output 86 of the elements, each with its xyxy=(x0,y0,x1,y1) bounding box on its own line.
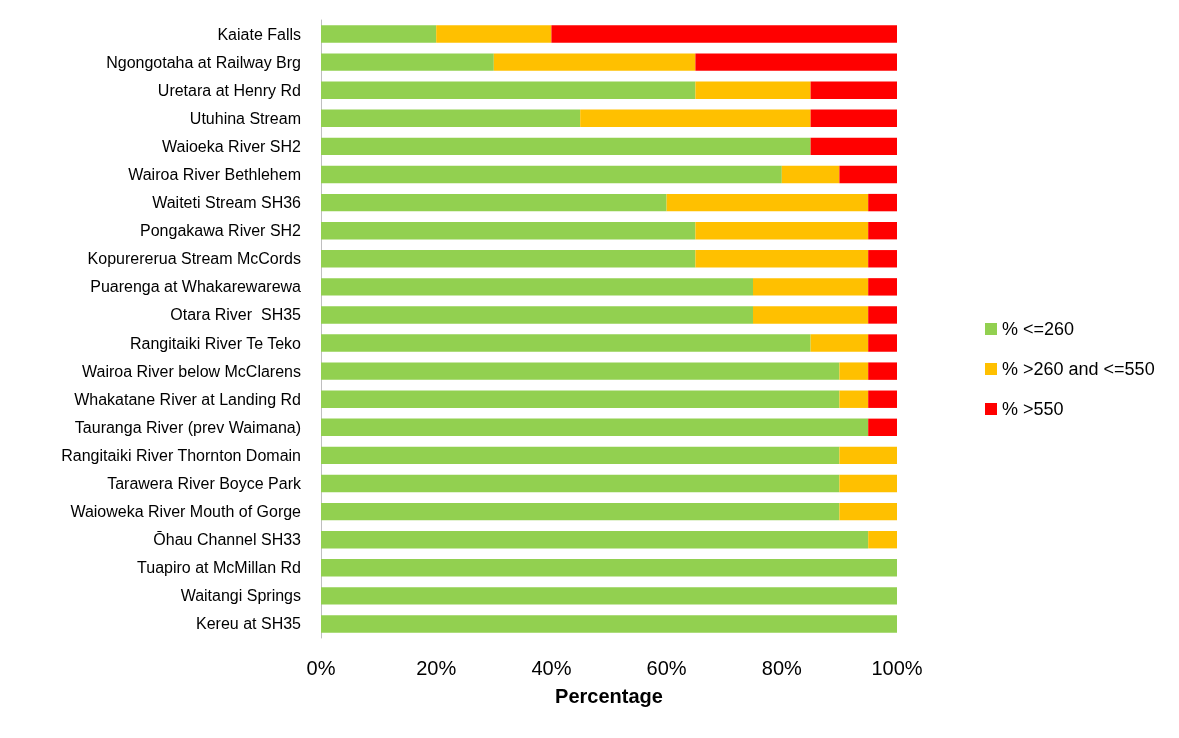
bar xyxy=(868,390,897,408)
bar xyxy=(493,53,696,71)
y-tick-label: Whakatane River at Landing Rd xyxy=(74,390,301,408)
bar xyxy=(868,221,897,240)
bar xyxy=(321,306,753,324)
bar xyxy=(868,306,897,324)
y-tick-label: Ōhau Channel SH33 xyxy=(153,531,302,549)
bar xyxy=(868,278,897,296)
bar xyxy=(839,362,869,380)
bar xyxy=(321,390,840,408)
bar xyxy=(321,81,696,99)
bar xyxy=(839,474,897,493)
bar xyxy=(321,587,897,605)
x-tick-label: 100% xyxy=(871,657,923,679)
bar xyxy=(321,278,753,296)
bar xyxy=(868,193,897,212)
x-tick-label: 60% xyxy=(646,657,687,679)
y-tick-label: Wairoa River below McClarens xyxy=(81,362,301,380)
bar xyxy=(321,334,811,352)
legend-label: % <=260 xyxy=(1002,319,1075,339)
bar xyxy=(321,615,897,633)
y-tick-label: Pongakawa River SH2 xyxy=(140,222,302,240)
bar xyxy=(868,250,897,268)
y-tick-label: Kopurererua Stream McCords xyxy=(87,250,301,268)
y-tick-label: Ngongotaha at Railway Brg xyxy=(106,53,301,71)
bar xyxy=(666,193,869,212)
bar xyxy=(839,502,897,521)
y-tick-label: Utuhina Stream xyxy=(189,109,301,127)
bar xyxy=(321,193,667,212)
bar xyxy=(868,362,897,380)
bar xyxy=(436,25,552,43)
legend-label: % >260 and <=550 xyxy=(1002,359,1155,379)
bar xyxy=(695,53,897,71)
bar xyxy=(321,137,811,156)
bar xyxy=(321,502,840,521)
y-tick-label: Puarenga at Whakarewarewa xyxy=(90,278,302,296)
bar xyxy=(810,334,869,352)
bar xyxy=(321,53,494,71)
y-tick-label: Rangitaiki River Thornton Domain xyxy=(61,446,301,464)
x-tick-label: 0% xyxy=(306,657,336,679)
bar xyxy=(321,221,696,240)
bar xyxy=(321,474,840,493)
bar xyxy=(321,250,696,268)
bar xyxy=(810,109,897,128)
bar xyxy=(695,221,869,240)
bar xyxy=(551,25,897,43)
y-tick-label: Waiteti Stream SH36 xyxy=(152,194,302,212)
legend-label: % >550 xyxy=(1002,399,1064,419)
y-tick-label: Uretara at Henry Rd xyxy=(157,81,301,99)
bar xyxy=(868,418,897,437)
x-axis-title: Percentage xyxy=(555,685,663,707)
bar xyxy=(868,334,897,352)
bar xyxy=(580,109,811,128)
bar xyxy=(695,250,869,268)
bar xyxy=(753,306,869,324)
x-tick-label: 40% xyxy=(531,657,572,679)
bar xyxy=(321,559,897,577)
y-tick-label: Waitangi Springs xyxy=(180,587,301,605)
bar xyxy=(321,418,869,437)
bar xyxy=(810,137,897,156)
y-tick-label: Rangitaiki River Te Teko xyxy=(129,334,302,352)
y-tick-label: Tarawera River Boyce Park xyxy=(107,475,302,492)
bar xyxy=(868,530,897,549)
y-tick-label: Waioweka River Mouth of Gorge xyxy=(70,503,302,521)
bar xyxy=(695,81,811,99)
bar xyxy=(810,81,897,99)
y-tick-label: Kereu at SH35 xyxy=(196,615,302,633)
bar xyxy=(321,530,869,549)
y-tick-label: Otara River SH35 xyxy=(170,306,302,324)
x-tick-label: 80% xyxy=(761,657,803,679)
y-tick-label: Waioeka River SH2 xyxy=(161,137,302,155)
y-tick-label: Wairoa River Bethlehem xyxy=(128,166,301,183)
x-tick-label: 20% xyxy=(416,657,457,679)
bar xyxy=(321,165,782,184)
y-tick-label: Tuapiro at McMillan Rd xyxy=(137,559,301,577)
bar xyxy=(839,446,897,465)
bar xyxy=(321,25,437,43)
bar xyxy=(321,446,840,465)
y-tick-label: Kaiate Falls xyxy=(217,25,301,43)
bar xyxy=(321,362,840,380)
bar xyxy=(839,165,897,184)
bar xyxy=(753,278,869,296)
bar xyxy=(839,390,869,408)
bar xyxy=(321,109,581,128)
bar xyxy=(781,165,840,184)
y-tick-label: Tauranga River (prev Waimana) xyxy=(74,418,301,436)
